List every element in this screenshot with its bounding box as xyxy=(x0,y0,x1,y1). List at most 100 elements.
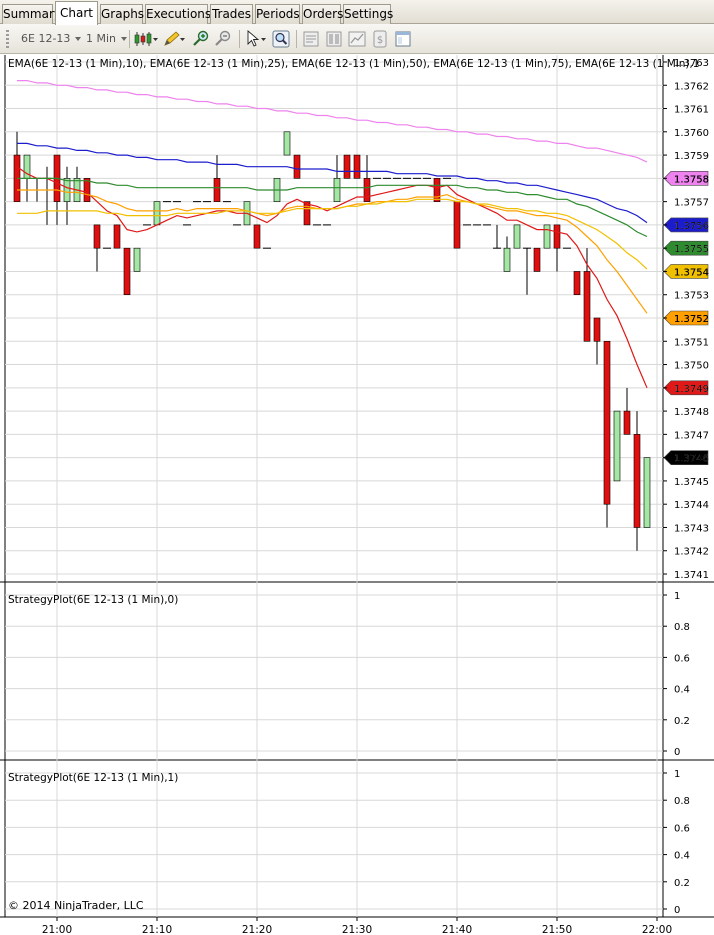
svg-text:$: $ xyxy=(377,35,383,46)
price-tick-label: 1.3742 xyxy=(674,547,709,558)
chart-data-icon[interactable] xyxy=(347,29,367,49)
magnifier-icon[interactable] xyxy=(271,29,291,49)
tab-graphs[interactable]: Graphs xyxy=(100,4,144,24)
zoom-in-icon[interactable] xyxy=(191,29,211,49)
up-candle-body xyxy=(133,247,141,272)
pointer-icon[interactable] xyxy=(244,29,268,49)
ema-line xyxy=(16,166,648,389)
candle xyxy=(303,201,311,226)
strategy-plot-1-title: StrategyPlot(6E 12-13 (1 Min),1) xyxy=(8,772,178,784)
price-marker-label: 1.3756 xyxy=(674,221,709,232)
time-tick-label: 21:00 xyxy=(42,924,72,935)
toolbar-grip-icon[interactable] xyxy=(6,30,9,48)
up-candle-body xyxy=(513,224,521,249)
strategy-plot-1-tick-label: 0.2 xyxy=(674,878,690,889)
candle xyxy=(293,154,301,179)
candle xyxy=(573,271,581,296)
zoom-out-icon[interactable] xyxy=(213,29,233,49)
chart-area[interactable]: 1.3749 1.3752 1.3754 1.3755 1.3756 1.3758 1.37… xyxy=(0,55,714,935)
down-candle-body xyxy=(83,178,91,202)
window-icon[interactable] xyxy=(393,29,413,49)
time-tick-label: 21:40 xyxy=(442,924,472,935)
tab-summary[interactable]: Summary xyxy=(2,4,61,24)
price-markers: 1.3749 1.3752 1.3754 1.3755 1.3756 1.3758 1.37… xyxy=(663,171,709,465)
strategies-icon[interactable]: $ xyxy=(370,29,390,49)
candle xyxy=(133,247,141,272)
candle xyxy=(533,247,541,272)
candle xyxy=(153,201,161,226)
candle xyxy=(123,247,131,296)
tab-executions[interactable]: Executions xyxy=(145,4,211,24)
price-marker-badge xyxy=(663,264,709,279)
chevron-down-icon xyxy=(75,37,82,41)
candle xyxy=(453,201,461,249)
up-candle-body xyxy=(153,201,161,226)
price-tick-label: 1.3751 xyxy=(674,337,709,348)
up-candle-body xyxy=(333,178,341,202)
toolbar-divider xyxy=(296,30,297,48)
strategy-plot-0-tick-label: 0.4 xyxy=(674,685,690,696)
strategy-plot-0-tick-label: 1 xyxy=(674,591,680,602)
price-tick-label: 1.3749 xyxy=(674,384,709,395)
candle xyxy=(83,178,91,202)
candle xyxy=(433,178,441,202)
toolbar-divider xyxy=(129,30,130,48)
ema-series-group xyxy=(16,80,648,389)
panels-icon[interactable] xyxy=(324,29,344,49)
candle xyxy=(613,410,621,482)
candle xyxy=(593,317,601,365)
tab-periods[interactable]: Periods xyxy=(255,4,300,24)
price-tick-label: 1.3741 xyxy=(674,570,709,581)
tab-settings[interactable]: Settings xyxy=(343,4,393,24)
candle xyxy=(63,166,71,225)
candle xyxy=(333,155,341,202)
price-tick-label: 1.3759 xyxy=(674,151,709,162)
down-candle-body xyxy=(583,271,591,342)
price-tick-label: 1.3762 xyxy=(674,81,709,92)
interval-selector[interactable]: 1 Min xyxy=(86,31,128,47)
down-candle-body xyxy=(603,340,611,505)
candle xyxy=(503,236,511,272)
tab-trades[interactable]: Trades xyxy=(210,4,253,24)
price-tick-label: 1.3755 xyxy=(674,244,709,255)
price-marker-label: 1.3752 xyxy=(674,314,709,325)
pencil-draw-icon[interactable] xyxy=(162,29,186,49)
instrument-selector[interactable]: 6E 12-13 xyxy=(21,31,82,47)
down-candle-body xyxy=(553,224,561,249)
down-candle-body xyxy=(253,224,261,249)
up-candle-body xyxy=(503,247,511,272)
strategy-plot-1-tick-label: 0.6 xyxy=(674,823,690,834)
time-tick-label: 21:20 xyxy=(242,924,272,935)
candle xyxy=(353,154,361,179)
up-candle-body xyxy=(613,410,621,482)
price-marker-label: 1.3749 xyxy=(674,384,709,395)
ema-line xyxy=(17,198,648,270)
time-tick-label: 21:10 xyxy=(142,924,172,935)
bar-type-icon[interactable] xyxy=(133,29,159,49)
candle xyxy=(553,224,561,272)
interval-label: 1 Min xyxy=(86,32,117,45)
chevron-down-icon xyxy=(121,37,128,41)
price-marker-badge xyxy=(663,171,709,186)
price-tick-label: 1.3760 xyxy=(674,128,709,139)
tab-chart[interactable]: Chart xyxy=(55,1,98,25)
price-panel[interactable] xyxy=(13,131,651,551)
candle xyxy=(253,224,261,249)
down-candle-body xyxy=(593,317,601,342)
toolbar-divider xyxy=(239,30,240,48)
price-marker: 1.3755 xyxy=(663,240,709,256)
price-marker: 1.3756 xyxy=(663,217,709,233)
strategy-plot-0-tick-label: 0.8 xyxy=(674,622,690,633)
down-candle-body xyxy=(633,434,641,528)
candle xyxy=(543,224,551,249)
price-marker: 1.3749 xyxy=(663,380,709,396)
strategy-plot-1-tick-label: 0.4 xyxy=(674,851,690,862)
tab-orders[interactable]: Orders xyxy=(302,4,343,24)
candle xyxy=(363,155,371,202)
down-candle-body xyxy=(573,271,581,296)
price-marker-badge xyxy=(663,310,709,326)
up-candle-body xyxy=(63,178,71,202)
strategy-plot-0-tick-label: 0.2 xyxy=(674,716,690,727)
properties-icon[interactable] xyxy=(301,29,321,49)
up-candle-body xyxy=(283,131,291,156)
